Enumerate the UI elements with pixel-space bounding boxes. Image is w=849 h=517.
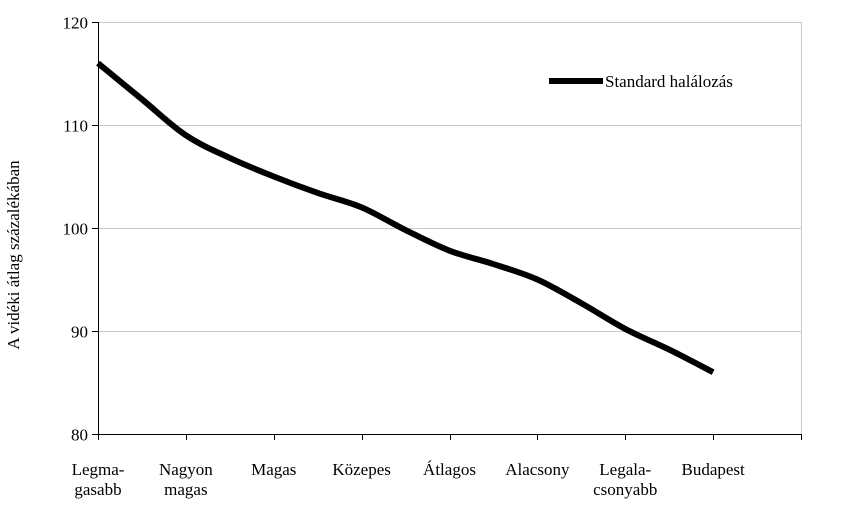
- legend-label: Standard halálozás: [605, 72, 733, 91]
- y-axis-ticks: 80 90 100 110 120: [63, 14, 99, 445]
- x-tick-label-0-line2: gasabb: [74, 480, 121, 499]
- x-tick-label-1: Nagyon: [159, 460, 213, 479]
- legend: Standard halálozás: [549, 72, 733, 91]
- series-group: [98, 63, 713, 372]
- y-tick-label-80: 80: [71, 426, 88, 445]
- y-axis-label: A vidéki átlag százalékában: [4, 160, 23, 350]
- x-tick-label-2: Magas: [251, 460, 296, 479]
- y-tick-label-120: 120: [63, 14, 89, 33]
- series-line-0: [98, 63, 713, 372]
- x-tick-label-6: Legala-: [599, 460, 651, 479]
- x-tick-label-0: Legma-: [72, 460, 125, 479]
- y-tick-label-110: 110: [63, 117, 88, 136]
- x-tick-label-6-line2: csonyabb: [593, 480, 657, 499]
- y-tick-label-90: 90: [71, 323, 88, 342]
- x-tick-label-4: Átlagos: [423, 460, 476, 479]
- y-tick-label-100: 100: [63, 220, 89, 239]
- x-tick-label-5: Alacsony: [505, 460, 570, 479]
- x-tick-label-7: Budapest: [681, 460, 745, 479]
- x-tick-label-1-line2: magas: [164, 480, 207, 499]
- x-tick-label-3: Közepes: [332, 460, 391, 479]
